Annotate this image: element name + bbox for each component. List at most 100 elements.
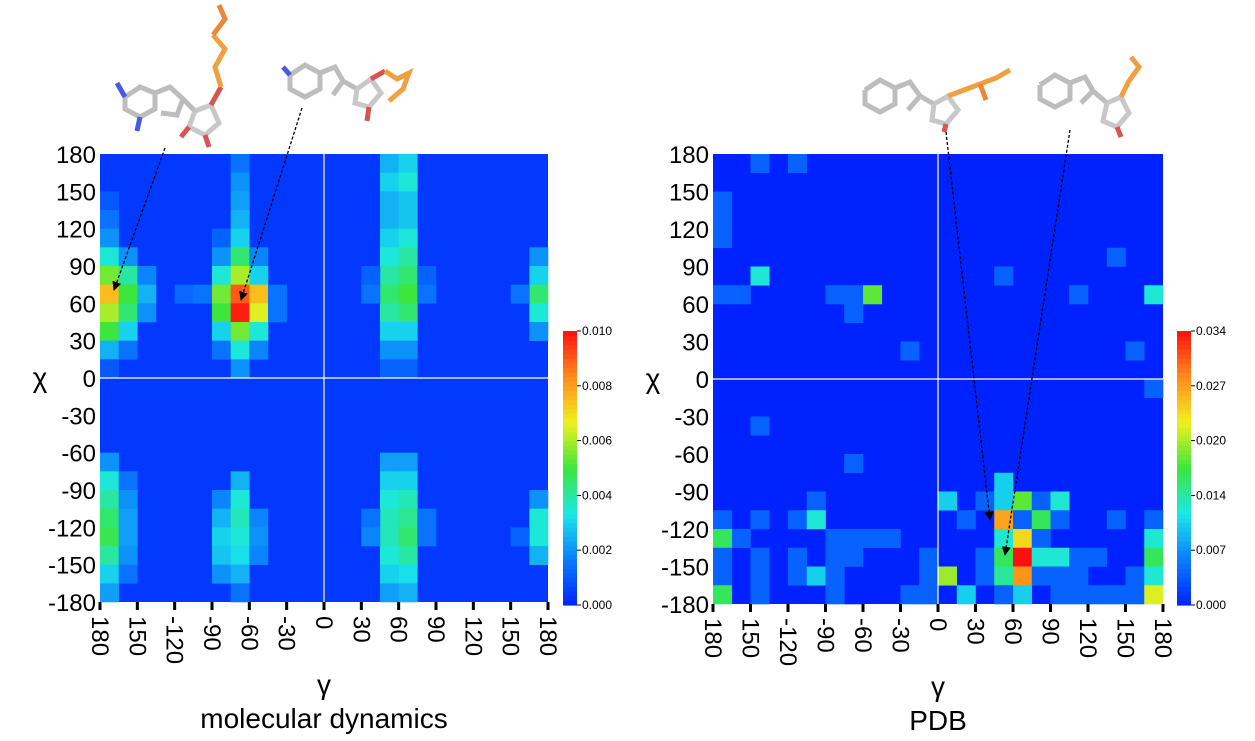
heatmap-cell [731, 529, 751, 549]
colorbar-segment [1177, 458, 1191, 465]
heatmap-cell [788, 510, 808, 530]
heatmap-cell [825, 285, 845, 305]
colorbar-segment [1177, 335, 1191, 341]
heatmap-cell [750, 510, 770, 530]
heatmap-cell [1050, 510, 1070, 530]
heatmap-cell [380, 452, 399, 472]
colorbar-segment [1177, 504, 1191, 510]
heatmap-cell [398, 359, 418, 379]
heatmap-cell [1013, 547, 1033, 567]
heatmap-cell [1125, 585, 1145, 605]
heatmap-cell [230, 191, 250, 211]
heatmap-cell [230, 340, 250, 360]
heatmap-cell [361, 508, 381, 528]
colorbar-segment [1177, 531, 1191, 538]
heatmap-cell [1144, 285, 1164, 305]
colorbar-tick-label: 0.000 [1196, 598, 1226, 612]
colorbar-segment [563, 554, 577, 560]
colorbar-segment [1177, 385, 1191, 391]
heatmap-cell [1031, 510, 1051, 530]
y-tick-label: 30 [69, 329, 96, 356]
heatmap-cell [118, 247, 138, 267]
heatmap-cell [174, 284, 194, 304]
heatmap-cell [398, 490, 418, 509]
heatmap-cell [863, 529, 883, 549]
heatmap-cell [100, 191, 119, 211]
heatmap-cell [118, 471, 138, 491]
heatmap-cell [212, 340, 231, 360]
heatmap-cell [994, 491, 1014, 511]
heatmap-cell [938, 566, 958, 586]
heatmap-cell [713, 191, 733, 211]
heatmap-cell [100, 340, 119, 360]
y-axis-label: χ [646, 363, 661, 394]
y-tick-label: -180 [48, 590, 96, 617]
y-axis-label: χ [33, 362, 48, 393]
colorbar-segment [1177, 417, 1191, 423]
heatmap-cell [380, 508, 399, 528]
heatmap-cell [529, 546, 549, 565]
x-tick-label: 150 [737, 618, 764, 658]
y-tick-label: -120 [48, 515, 96, 542]
heatmap-cell [230, 247, 250, 267]
y-tick-label: -60 [61, 441, 96, 468]
colorbar-segment [1177, 586, 1191, 592]
colorbar-segment [1177, 372, 1191, 378]
heatmap-cell [100, 546, 119, 565]
colorbar-segment [1177, 499, 1191, 506]
nucleotide-structure-4 [1037, 55, 1143, 138]
colorbar-segment [1177, 463, 1191, 469]
colorbar-segment [563, 591, 577, 597]
colorbar-segment [1177, 449, 1191, 455]
heatmap-cell [713, 229, 733, 249]
panel-title: PDB [909, 705, 967, 736]
heatmap-cell [731, 285, 751, 305]
heatmap-cell [750, 416, 770, 436]
heatmap-cell [230, 284, 250, 304]
colorbar-segment [1177, 559, 1191, 565]
heatmap-cell [975, 491, 995, 511]
heatmap-cell [100, 228, 119, 248]
heatmap-cell [1013, 491, 1033, 511]
colorbar-segment [563, 458, 577, 465]
x-tick-label: 90 [422, 616, 449, 643]
heatmap-cell [249, 266, 269, 285]
nucleotide-structure-3 [862, 67, 1012, 133]
heatmap-cell [713, 547, 733, 567]
colorbar-segment [563, 431, 577, 437]
heatmap-cell [118, 284, 138, 304]
heatmap-cell [881, 529, 901, 549]
heatmap-cell [1088, 547, 1108, 567]
colorbar-segment [1177, 454, 1191, 460]
y-tick-label: 0 [83, 366, 96, 393]
y-tick-label: 90 [682, 255, 709, 282]
heatmap-cell [1088, 585, 1108, 605]
heatmap-cell [1069, 285, 1089, 305]
x-tick-label: -30 [273, 616, 300, 651]
heatmap-cell [361, 284, 381, 304]
x-tick-label: 0 [310, 616, 337, 629]
heatmap-cell [100, 452, 119, 472]
heatmap-cell [230, 564, 250, 584]
colorbar-segment [1177, 394, 1191, 401]
colorbar-tick-label: 0.027 [1196, 379, 1226, 393]
x-axis-label: γ [931, 671, 945, 702]
colorbar-tick-label: 0.020 [1196, 434, 1226, 448]
colorbar-segment [1177, 376, 1191, 382]
colorbar-segment [563, 426, 577, 433]
heatmap-cell [380, 527, 399, 547]
colorbar-segment [563, 509, 577, 515]
heatmap-cell [529, 284, 549, 304]
colorbar-segment [1177, 481, 1191, 487]
colorbar-tick-label: 0.008 [582, 379, 612, 393]
heatmap-cell [1106, 510, 1126, 530]
heatmap-cell [713, 585, 733, 605]
y-tick-label: 30 [682, 330, 709, 357]
heatmap-cell [100, 247, 119, 267]
heatmap-cell [1144, 547, 1164, 567]
heatmap-cell [398, 508, 418, 528]
heatmap-cell [788, 566, 808, 586]
heatmap-cell [1013, 510, 1033, 530]
heatmap-cell [529, 247, 549, 267]
x-tick-label: 150 [497, 616, 524, 656]
